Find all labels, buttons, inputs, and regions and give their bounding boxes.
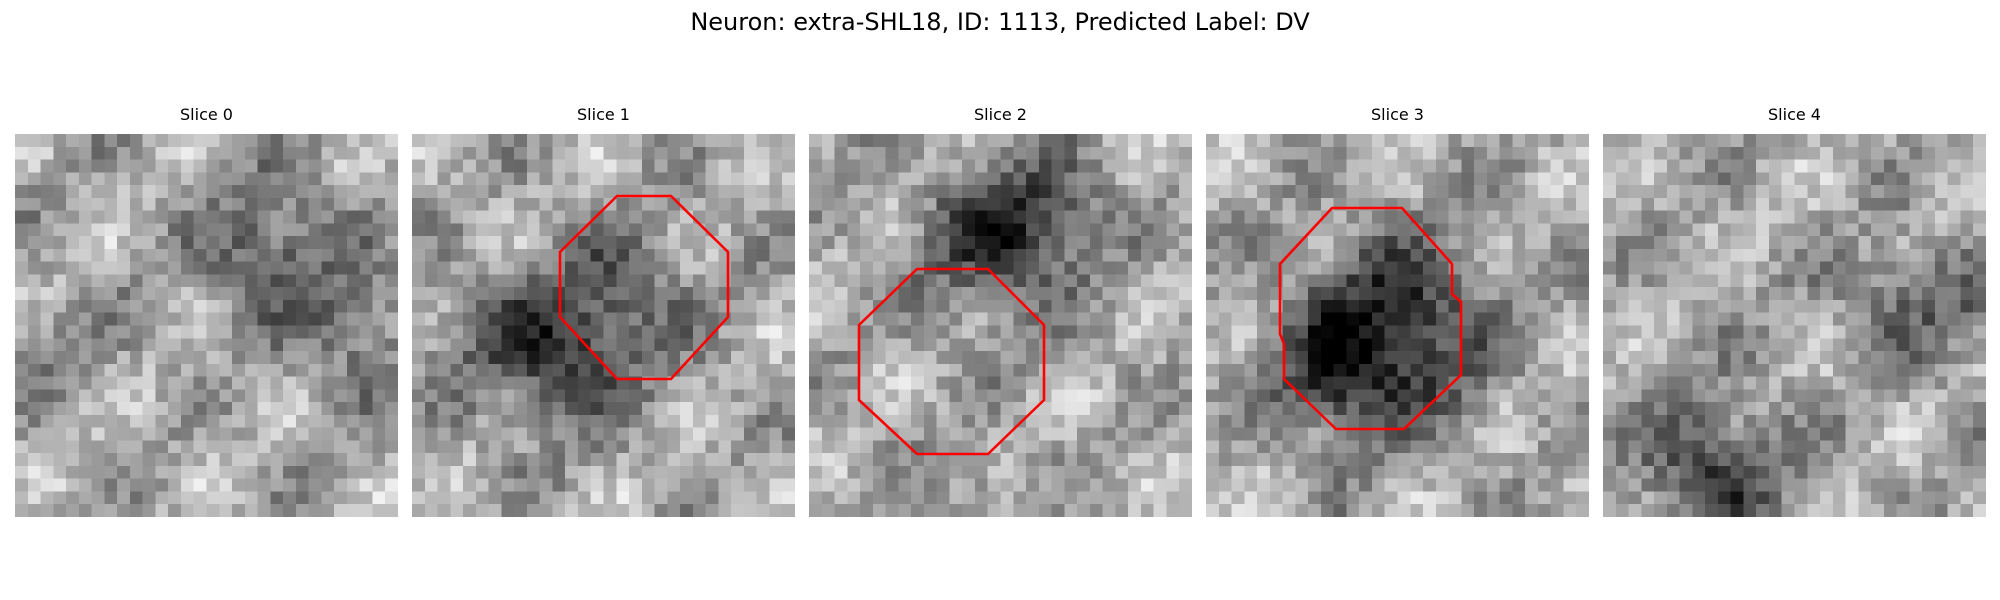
roi-octagon-outline [857,267,1046,456]
slice-image-frame [412,134,795,517]
slice-image-frame [1603,134,1986,517]
microscopy-slice-image [412,134,795,517]
slice-title: Slice 4 [1768,105,1821,124]
slice-panel-1: Slice 1 [412,104,795,517]
roi-overlay [1278,206,1463,431]
roi-octagon-outline [558,194,730,381]
roi-overlay [857,267,1046,456]
slice-title: Slice 1 [577,105,630,124]
slice-image-frame [809,134,1192,517]
slice-panel-4: Slice 4 [1603,104,1986,517]
microscopy-slice-image [15,134,398,517]
slice-panel-3: Slice 3 [1206,104,1589,517]
microscopy-slice-image [809,134,1192,517]
microscopy-slice-image [1603,134,1986,517]
roi-octagon-outline [1278,206,1463,431]
slice-title: Slice 2 [974,105,1027,124]
microscopy-slice-image [1206,134,1589,517]
slice-image-frame [1206,134,1589,517]
slice-panel-2: Slice 2 [809,104,1192,517]
slice-title: Slice 0 [180,105,233,124]
slice-title: Slice 3 [1371,105,1424,124]
slice-panel-0: Slice 0 [15,104,398,517]
slice-image-frame [15,134,398,517]
roi-overlay [558,194,730,381]
figure-title: Neuron: extra-SHL18, ID: 1113, Predicted… [690,8,1310,36]
